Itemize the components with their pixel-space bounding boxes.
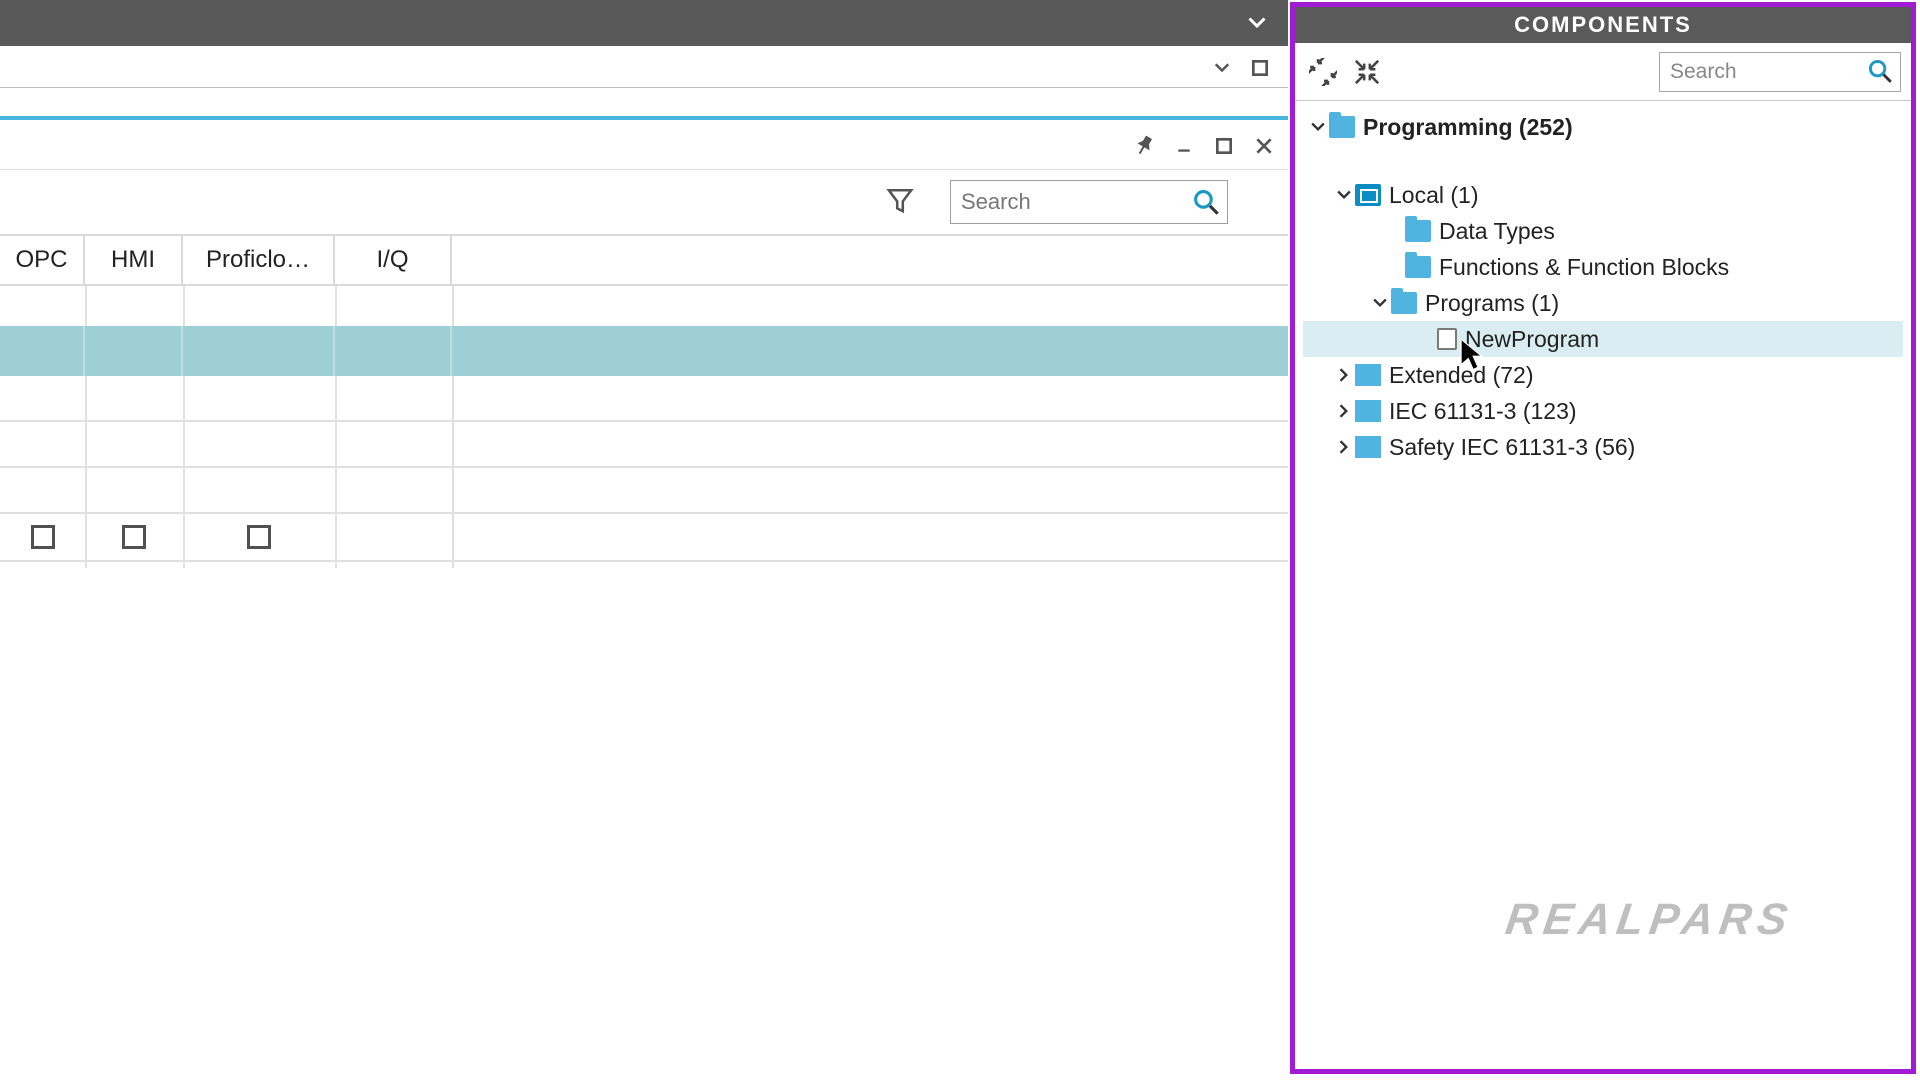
tree-safety[interactable]: Safety IEC 61131-3 (56) (1303, 429, 1903, 465)
subwindow-header (0, 120, 1288, 170)
category-icon (1355, 400, 1381, 422)
tree-label: Local (1) (1389, 182, 1478, 209)
panel-title: COMPONENTS (1295, 7, 1911, 43)
col-opc[interactable]: OPC (0, 236, 85, 284)
panel-search-icon[interactable] (1868, 59, 1892, 83)
panel-title-text: COMPONENTS (1514, 12, 1692, 38)
close-button[interactable] (1250, 132, 1278, 160)
folder-icon (1405, 256, 1431, 278)
watermark-text: REALPARS (1503, 895, 1797, 944)
expand-all-icon[interactable] (1305, 54, 1341, 90)
tree-extended[interactable]: Extended (72) (1303, 357, 1903, 393)
panel-search-placeholder: Search (1670, 60, 1737, 84)
tree-label: Programming (252) (1363, 114, 1573, 141)
col-prof-label: Proficlo… (206, 246, 310, 274)
filter-icon[interactable] (886, 186, 916, 216)
tree-label: NewProgram (1465, 326, 1599, 353)
panel-search-input[interactable]: Search (1659, 52, 1901, 92)
tree-label: Data Types (1439, 218, 1555, 245)
checkbox-hmi[interactable] (122, 525, 146, 549)
col-proficloud[interactable]: Proficlo… (183, 236, 335, 284)
secbar-maximize[interactable] (1246, 54, 1274, 82)
local-icon (1355, 184, 1381, 206)
toolbar-row: Search (0, 170, 1288, 234)
top-dark-bar (0, 0, 1288, 46)
topbar-dropdown[interactable] (1244, 10, 1270, 36)
tree-programs[interactable]: Programs (1) (1303, 285, 1903, 321)
tree-label: Programs (1) (1425, 290, 1559, 317)
chevron-right-icon[interactable] (1333, 368, 1355, 382)
col-hmi[interactable]: HMI (85, 236, 183, 284)
data-rows (0, 376, 1288, 566)
tree-local[interactable]: Local (1) (1303, 177, 1903, 213)
folder-icon (1405, 220, 1431, 242)
tree-label: Safety IEC 61131-3 (56) (1389, 434, 1635, 461)
program-icon (1437, 328, 1457, 350)
tree-newprogram[interactable]: NewProgram (1303, 321, 1903, 357)
chevron-down-icon[interactable] (1307, 120, 1329, 134)
checkbox-opc[interactable] (31, 525, 55, 549)
restore-button[interactable] (1210, 132, 1238, 160)
chevron-down-icon[interactable] (1333, 188, 1355, 202)
col-iq[interactable]: I/Q (335, 236, 452, 284)
secbar-dropdown[interactable] (1208, 54, 1236, 82)
tree-data-types[interactable]: Data Types (1303, 213, 1903, 249)
folder-icon (1329, 116, 1355, 138)
search-icon[interactable] (1193, 189, 1219, 215)
col-hmi-label: HMI (111, 246, 155, 274)
table-row[interactable] (0, 376, 1288, 422)
tree-label: Extended (72) (1389, 362, 1533, 389)
minimize-button[interactable] (1170, 132, 1198, 160)
tree-label: IEC 61131-3 (123) (1389, 398, 1577, 425)
tree-fnfb[interactable]: Functions & Function Blocks (1303, 249, 1903, 285)
checkbox-row[interactable] (0, 514, 1288, 562)
table-row[interactable] (0, 468, 1288, 514)
checkbox-proficloud[interactable] (247, 525, 271, 549)
tree-iec[interactable]: IEC 61131-3 (123) (1303, 393, 1903, 429)
column-headers: OPC HMI Proficlo… I/Q (0, 234, 1288, 286)
pin-button[interactable] (1125, 127, 1163, 165)
secondary-bar (0, 46, 1288, 88)
col-iq-label: I/Q (376, 246, 408, 274)
category-icon (1355, 364, 1381, 386)
main-search-input[interactable]: Search (950, 180, 1228, 224)
search-placeholder: Search (961, 189, 1031, 215)
table-row[interactable] (0, 422, 1288, 468)
folder-icon (1391, 292, 1417, 314)
tree-label: Functions & Function Blocks (1439, 254, 1729, 281)
chevron-down-icon[interactable] (1369, 296, 1391, 310)
tree-programming[interactable]: Programming (252) (1303, 109, 1903, 145)
chevron-right-icon[interactable] (1333, 440, 1355, 454)
watermark: REALPARS (1503, 895, 1797, 945)
selected-row[interactable] (0, 326, 1288, 376)
collapse-all-icon[interactable] (1349, 54, 1385, 90)
chevron-right-icon[interactable] (1333, 404, 1355, 418)
col-rest (452, 236, 1288, 284)
components-panel: COMPONENTS Search Programming (252) Loca… (1290, 2, 1916, 1074)
col-opc-label: OPC (15, 246, 67, 274)
category-icon (1355, 436, 1381, 458)
components-tree: Programming (252) Local (1) Data Types F… (1295, 101, 1911, 473)
panel-toolbar: Search (1295, 43, 1911, 101)
